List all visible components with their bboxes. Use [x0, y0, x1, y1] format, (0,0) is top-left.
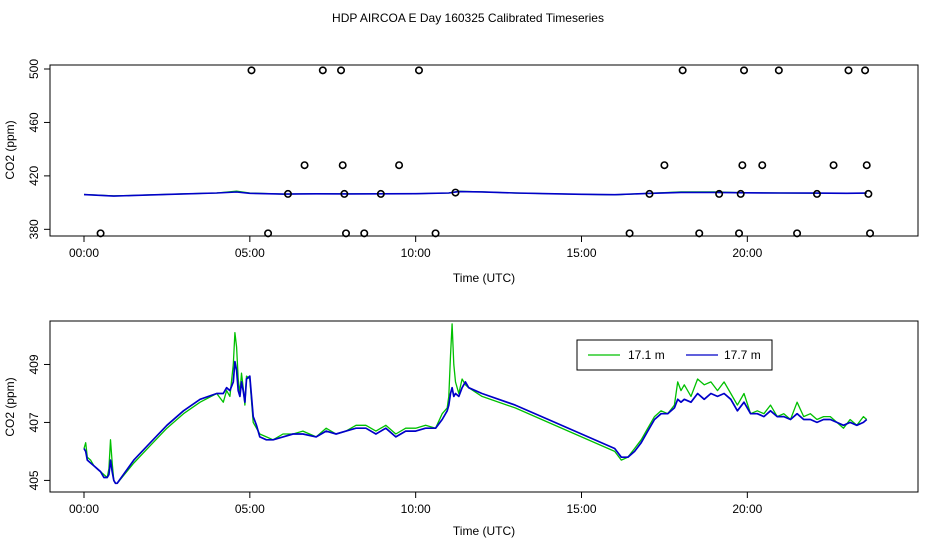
legend-label-17-7m: 17.7 m	[724, 348, 761, 362]
series-line-1	[83, 360, 868, 485]
chart-title: HDP AIRCOA E Day 160325 Calibrated Times…	[332, 11, 604, 25]
calibration-point	[844, 66, 853, 75]
x-tick-label: 20:00	[732, 246, 762, 260]
calibration-point	[866, 229, 875, 238]
top-x-axis: 00:00 05:00 10:00 15:00 20:00	[69, 235, 763, 260]
calibration-point	[774, 66, 783, 75]
x-tick-label: 00:00	[69, 502, 99, 516]
calibration-point	[342, 229, 351, 238]
y-tick-label: 380	[27, 219, 41, 239]
calibration-point	[736, 189, 745, 198]
x-tick-label: 10:00	[401, 502, 431, 516]
y-tick-label: 405	[27, 470, 41, 490]
x-tick-label: 00:00	[69, 246, 99, 260]
calibration-point	[829, 161, 838, 170]
calibration-point	[861, 66, 870, 75]
top-panel: 00:00 05:00 10:00 15:00 20:00 380 420 460 500 T…	[3, 59, 919, 285]
y-tick-label: 420	[27, 166, 41, 186]
x-tick-label: 10:00	[401, 246, 431, 260]
x-tick-label: 20:00	[732, 502, 762, 516]
bottom-y-axis-label: CO2 (ppm)	[3, 377, 17, 436]
bottom-y-axis: 405 407 409	[27, 354, 51, 490]
top-y-axis-label: CO2 (ppm)	[3, 120, 17, 179]
y-tick-label: 409	[27, 354, 41, 374]
calibration-point	[431, 229, 440, 238]
top-calibration-points	[96, 66, 875, 238]
calibration-point	[740, 66, 749, 75]
calibration-point	[376, 189, 385, 198]
legend: 17.1 m 17.7 m	[576, 339, 773, 371]
y-tick-label: 407	[27, 412, 41, 432]
calibration-point	[338, 161, 347, 170]
calibration-point	[625, 229, 634, 238]
calibration-point	[395, 161, 404, 170]
calibration-point	[300, 161, 309, 170]
series-line-0	[83, 323, 868, 484]
calibration-point	[862, 161, 871, 170]
calibration-point	[340, 189, 349, 198]
calibration-point	[735, 229, 744, 238]
calibration-point	[96, 229, 105, 238]
bottom-panel: 00:00 05:00 10:00 15:00 20:00 405 407 409 Time…	[3, 320, 919, 538]
x-tick-label: 15:00	[566, 502, 596, 516]
calibration-point	[758, 161, 767, 170]
legend-label-17-1m: 17.1 m	[628, 348, 665, 362]
calibration-point	[793, 229, 802, 238]
calibration-point	[660, 161, 669, 170]
bottom-series-group	[83, 323, 868, 485]
calibration-point	[283, 189, 292, 198]
x-tick-label: 15:00	[566, 246, 596, 260]
calibration-point	[678, 66, 687, 75]
top-series-group	[83, 190, 867, 197]
y-tick-label: 460	[27, 112, 41, 132]
calibration-point	[264, 229, 273, 238]
calibration-point	[738, 161, 747, 170]
calibration-point	[360, 229, 369, 238]
x-tick-label: 05:00	[235, 246, 265, 260]
bottom-plot-frame	[49, 320, 919, 493]
calibration-point	[318, 66, 327, 75]
top-plot-frame	[49, 64, 919, 237]
calibration-point	[645, 189, 654, 198]
calibration-point	[451, 188, 460, 197]
top-y-axis: 380 420 460 500	[27, 59, 51, 239]
calibration-point	[695, 229, 704, 238]
top-x-axis-label: Time (UTC)	[453, 271, 515, 285]
calibration-point	[812, 189, 821, 198]
calibration-point	[247, 66, 256, 75]
y-tick-label: 500	[27, 59, 41, 79]
calibration-point	[337, 66, 346, 75]
calibration-point	[864, 189, 873, 198]
series-line-1	[83, 190, 867, 197]
calibration-point	[414, 66, 423, 75]
bottom-x-axis-label: Time (UTC)	[453, 524, 515, 538]
calibration-point	[715, 189, 724, 198]
x-tick-label: 05:00	[235, 502, 265, 516]
bottom-x-axis: 00:00 05:00 10:00 15:00 20:00	[69, 491, 763, 516]
